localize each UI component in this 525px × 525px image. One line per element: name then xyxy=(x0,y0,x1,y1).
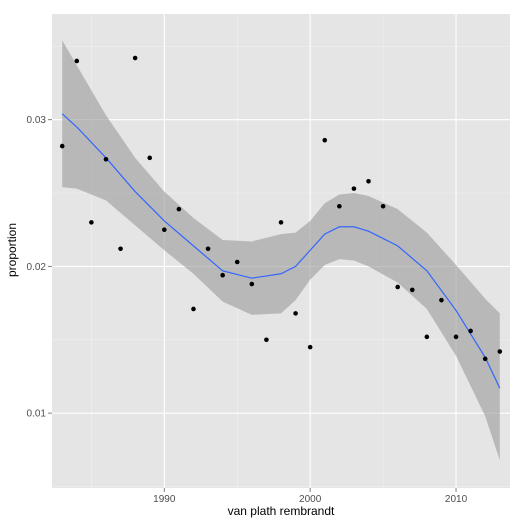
data-point xyxy=(278,220,284,225)
x-tick-label: 2010 xyxy=(445,494,468,505)
smooth-line xyxy=(61,113,501,389)
data-point xyxy=(453,334,459,340)
data-point xyxy=(337,203,342,209)
data-point xyxy=(220,272,225,278)
y-tick-label: 0.03 xyxy=(27,115,47,126)
confidence-ribbon xyxy=(62,40,500,461)
data-point xyxy=(322,137,328,143)
data-point xyxy=(176,206,182,212)
data-point xyxy=(147,155,153,161)
x-axis-ticks: 1990 2000 2010 xyxy=(153,488,468,505)
x-tick-label: 2000 xyxy=(299,494,322,505)
data-point xyxy=(307,344,313,350)
data-point xyxy=(234,259,240,265)
data-point xyxy=(409,287,415,293)
data-point xyxy=(380,203,386,209)
data-point xyxy=(191,306,196,312)
y-axis-ticks: 0.01 0.02 0.03 xyxy=(27,115,52,420)
smooth-curve xyxy=(61,113,501,389)
data-point xyxy=(249,281,255,287)
y-axis-title: proportion xyxy=(5,223,19,277)
data-point xyxy=(351,186,357,191)
data-point xyxy=(395,284,400,290)
data-point xyxy=(366,178,371,184)
data-point xyxy=(103,156,109,162)
data-point xyxy=(497,349,503,354)
data-point xyxy=(424,334,430,340)
data-point xyxy=(482,356,488,362)
confidence-band xyxy=(62,40,500,461)
y-tick-label: 0.02 xyxy=(27,262,47,273)
data-point xyxy=(132,55,138,61)
x-tick-label: 1990 xyxy=(153,494,176,505)
x-axis-title: van plath rembrandt xyxy=(228,504,335,518)
data-point xyxy=(74,58,80,64)
data-point xyxy=(439,297,444,303)
y-tick-label: 0.01 xyxy=(27,409,47,420)
data-point xyxy=(205,246,211,252)
data-point xyxy=(89,220,94,225)
data-point xyxy=(162,227,167,233)
data-point xyxy=(118,246,123,252)
scatter-points xyxy=(59,55,503,362)
data-point xyxy=(293,311,298,316)
data-point xyxy=(59,143,65,149)
data-point xyxy=(264,337,269,343)
data-point xyxy=(468,328,473,334)
